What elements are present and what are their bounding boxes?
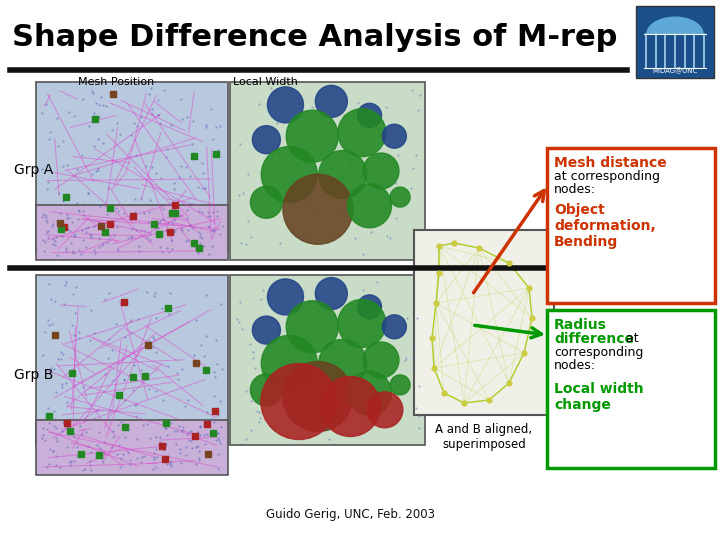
Text: Shape Difference Analysis of M-rep: Shape Difference Analysis of M-rep	[12, 24, 617, 52]
Polygon shape	[647, 17, 703, 34]
Text: difference: difference	[554, 332, 634, 346]
Text: nodes:: nodes:	[554, 359, 596, 372]
Circle shape	[319, 339, 366, 387]
FancyBboxPatch shape	[230, 275, 425, 445]
FancyBboxPatch shape	[636, 6, 714, 78]
Circle shape	[253, 126, 280, 154]
Circle shape	[283, 361, 353, 431]
Circle shape	[315, 278, 347, 309]
Text: A and B aligned,
superimposed: A and B aligned, superimposed	[436, 423, 533, 451]
FancyBboxPatch shape	[36, 82, 228, 252]
Circle shape	[390, 187, 410, 207]
Text: nodes:: nodes:	[554, 183, 596, 196]
FancyBboxPatch shape	[36, 275, 228, 445]
Circle shape	[251, 186, 282, 218]
Text: Guido Gerig, UNC, Feb. 2003: Guido Gerig, UNC, Feb. 2003	[266, 508, 434, 521]
Circle shape	[268, 279, 304, 315]
Circle shape	[283, 174, 353, 244]
Text: Object
deformation,
Bending: Object deformation, Bending	[554, 203, 656, 249]
Circle shape	[382, 315, 406, 339]
FancyBboxPatch shape	[547, 148, 715, 303]
Text: at: at	[622, 332, 639, 345]
Circle shape	[363, 153, 399, 189]
Circle shape	[338, 109, 386, 157]
Circle shape	[390, 375, 410, 395]
Circle shape	[268, 87, 304, 123]
Circle shape	[261, 335, 318, 391]
Text: Grp A: Grp A	[14, 163, 53, 177]
Circle shape	[251, 374, 282, 406]
Text: corresponding: corresponding	[554, 346, 644, 359]
Text: Mesh distance: Mesh distance	[554, 156, 667, 170]
FancyBboxPatch shape	[230, 82, 425, 260]
Circle shape	[338, 300, 386, 347]
Circle shape	[261, 146, 318, 202]
Text: MIDAG@UNC: MIDAG@UNC	[652, 68, 698, 74]
Text: at corresponding: at corresponding	[554, 170, 660, 183]
Circle shape	[358, 103, 382, 127]
Text: Radius: Radius	[554, 318, 607, 332]
Text: Local Width: Local Width	[233, 77, 298, 87]
Circle shape	[287, 301, 338, 353]
FancyBboxPatch shape	[36, 420, 228, 475]
Circle shape	[287, 110, 338, 162]
Circle shape	[315, 85, 347, 117]
FancyBboxPatch shape	[36, 205, 228, 260]
FancyBboxPatch shape	[414, 230, 554, 415]
Circle shape	[366, 392, 402, 428]
Text: Local width
change: Local width change	[554, 382, 644, 412]
Circle shape	[261, 363, 337, 440]
Circle shape	[319, 151, 366, 199]
Circle shape	[363, 342, 399, 378]
Circle shape	[348, 184, 392, 228]
FancyBboxPatch shape	[547, 310, 715, 468]
Circle shape	[320, 376, 380, 436]
Circle shape	[382, 124, 406, 148]
Text: Grp B: Grp B	[14, 368, 53, 382]
Circle shape	[253, 316, 280, 344]
Text: Mesh Position: Mesh Position	[78, 77, 154, 87]
Circle shape	[358, 295, 382, 319]
Circle shape	[348, 371, 392, 415]
